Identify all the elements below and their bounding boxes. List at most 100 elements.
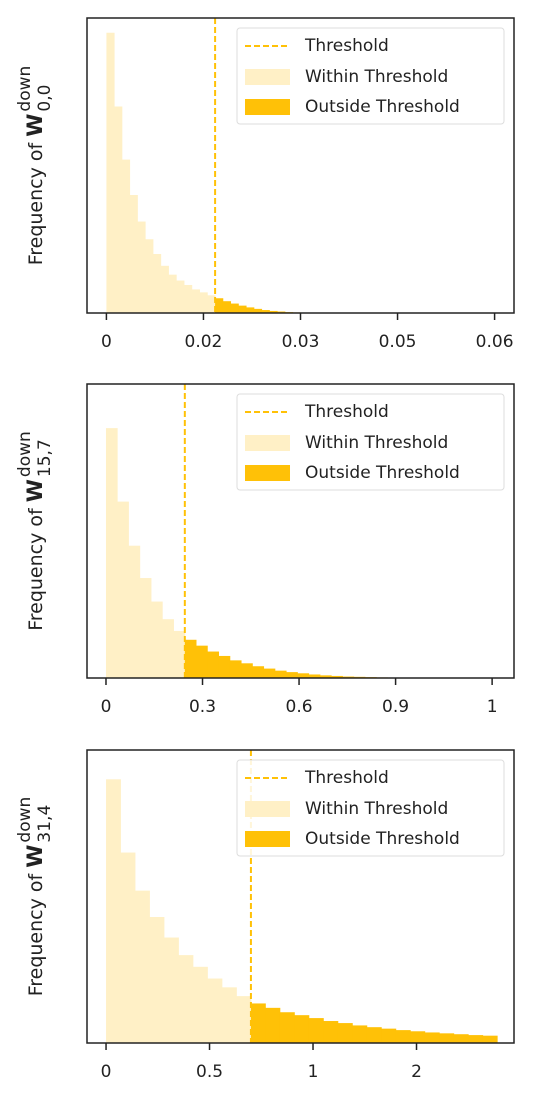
bar bbox=[252, 666, 265, 678]
y-label-prefix: Frequency of bbox=[25, 137, 47, 266]
x-tick-label: 1 bbox=[308, 1062, 319, 1082]
legend-label: Threshold bbox=[304, 36, 389, 56]
bar bbox=[439, 1033, 455, 1043]
bar bbox=[319, 675, 332, 678]
y-label-symbol: W bbox=[23, 114, 47, 137]
legend-box bbox=[236, 759, 505, 857]
legend-label: Outside Threshold bbox=[305, 97, 460, 117]
bar bbox=[229, 660, 242, 678]
bar bbox=[221, 987, 237, 1043]
x-tick-label: 0 bbox=[101, 697, 112, 717]
bar bbox=[468, 1035, 484, 1043]
bar bbox=[151, 601, 163, 678]
axes-frame bbox=[86, 383, 515, 679]
legend-label: Threshold bbox=[304, 402, 389, 422]
bar bbox=[207, 295, 216, 313]
bar bbox=[238, 305, 247, 313]
x-tick-label: 0.6 bbox=[286, 697, 313, 717]
bar bbox=[308, 1018, 324, 1043]
bar bbox=[218, 655, 231, 678]
x-tick-label: 0.06 bbox=[476, 332, 514, 352]
x-tick-label: 0 bbox=[101, 1062, 112, 1082]
bar bbox=[184, 639, 197, 678]
legend-box bbox=[236, 393, 505, 491]
bar bbox=[410, 1031, 426, 1043]
y-label-subscript: 31,4 bbox=[35, 805, 55, 843]
legend-outside-handle bbox=[245, 831, 290, 847]
bar bbox=[199, 292, 208, 313]
legend-within-handle bbox=[245, 801, 290, 817]
bar bbox=[253, 308, 263, 313]
y-label-text: Frequency of W bbox=[23, 479, 47, 631]
y-label-text: Frequency of W bbox=[23, 845, 47, 997]
bar bbox=[263, 668, 276, 678]
bar bbox=[163, 937, 179, 1043]
bar bbox=[139, 578, 152, 678]
bar bbox=[173, 630, 186, 678]
bar bbox=[230, 303, 239, 313]
bar bbox=[250, 1003, 266, 1043]
bar bbox=[269, 310, 278, 313]
bar bbox=[241, 663, 253, 678]
legend-label: Threshold bbox=[304, 768, 389, 788]
bar bbox=[128, 545, 141, 678]
bar bbox=[308, 674, 321, 678]
bar bbox=[453, 1034, 469, 1043]
bar bbox=[424, 1032, 440, 1043]
bar bbox=[162, 619, 174, 678]
bar bbox=[331, 675, 343, 678]
bar bbox=[215, 298, 224, 313]
bar bbox=[352, 1025, 368, 1043]
bar bbox=[207, 978, 223, 1043]
bar bbox=[207, 651, 220, 678]
bar bbox=[274, 670, 287, 678]
bar bbox=[236, 996, 252, 1043]
legend-label: Outside Threshold bbox=[305, 829, 460, 849]
legend-within-handle bbox=[245, 69, 290, 85]
x-tick-label: 0.5 bbox=[196, 1062, 223, 1082]
legend-outside-handle bbox=[245, 465, 290, 481]
bar bbox=[176, 280, 185, 313]
bar bbox=[192, 966, 208, 1043]
y-label-subscript: 0,0 bbox=[35, 85, 55, 112]
bar bbox=[395, 1030, 411, 1043]
bar bbox=[482, 1035, 498, 1043]
bar bbox=[121, 159, 131, 313]
y-label-superscript: down bbox=[15, 431, 35, 477]
y-label-symbol: W bbox=[23, 845, 47, 868]
bar bbox=[184, 284, 193, 313]
y-label-text: Frequency of W bbox=[23, 114, 47, 266]
bar bbox=[152, 254, 162, 313]
bar bbox=[149, 917, 165, 1043]
subplot: 0 0.3 0.6 0.9 1 Threshold Within Threshold Outs… bbox=[15, 383, 515, 717]
bar bbox=[106, 32, 115, 313]
bar bbox=[279, 1012, 295, 1043]
bar bbox=[196, 645, 208, 678]
bar bbox=[191, 289, 200, 313]
axes-frame bbox=[86, 749, 515, 1044]
bar bbox=[135, 890, 150, 1043]
bar bbox=[297, 673, 310, 678]
bar bbox=[337, 1023, 353, 1043]
bar bbox=[114, 106, 123, 313]
legend-label: Within Threshold bbox=[305, 67, 448, 87]
bar bbox=[160, 265, 169, 313]
x-tick-label: 1 bbox=[487, 697, 498, 717]
bar bbox=[105, 428, 118, 678]
legend-label: Within Threshold bbox=[305, 799, 448, 819]
x-tick-label: 0.02 bbox=[185, 332, 223, 352]
y-label-subscript: 15,7 bbox=[35, 439, 55, 477]
bar bbox=[294, 1015, 310, 1043]
x-tick-label: 0.05 bbox=[379, 332, 417, 352]
bar bbox=[286, 672, 298, 678]
y-label-superscript: down bbox=[15, 797, 35, 843]
bar bbox=[265, 1007, 281, 1043]
bar bbox=[261, 310, 270, 313]
legend-label: Outside Threshold bbox=[305, 463, 460, 483]
bar bbox=[168, 274, 177, 313]
bar bbox=[120, 852, 136, 1043]
